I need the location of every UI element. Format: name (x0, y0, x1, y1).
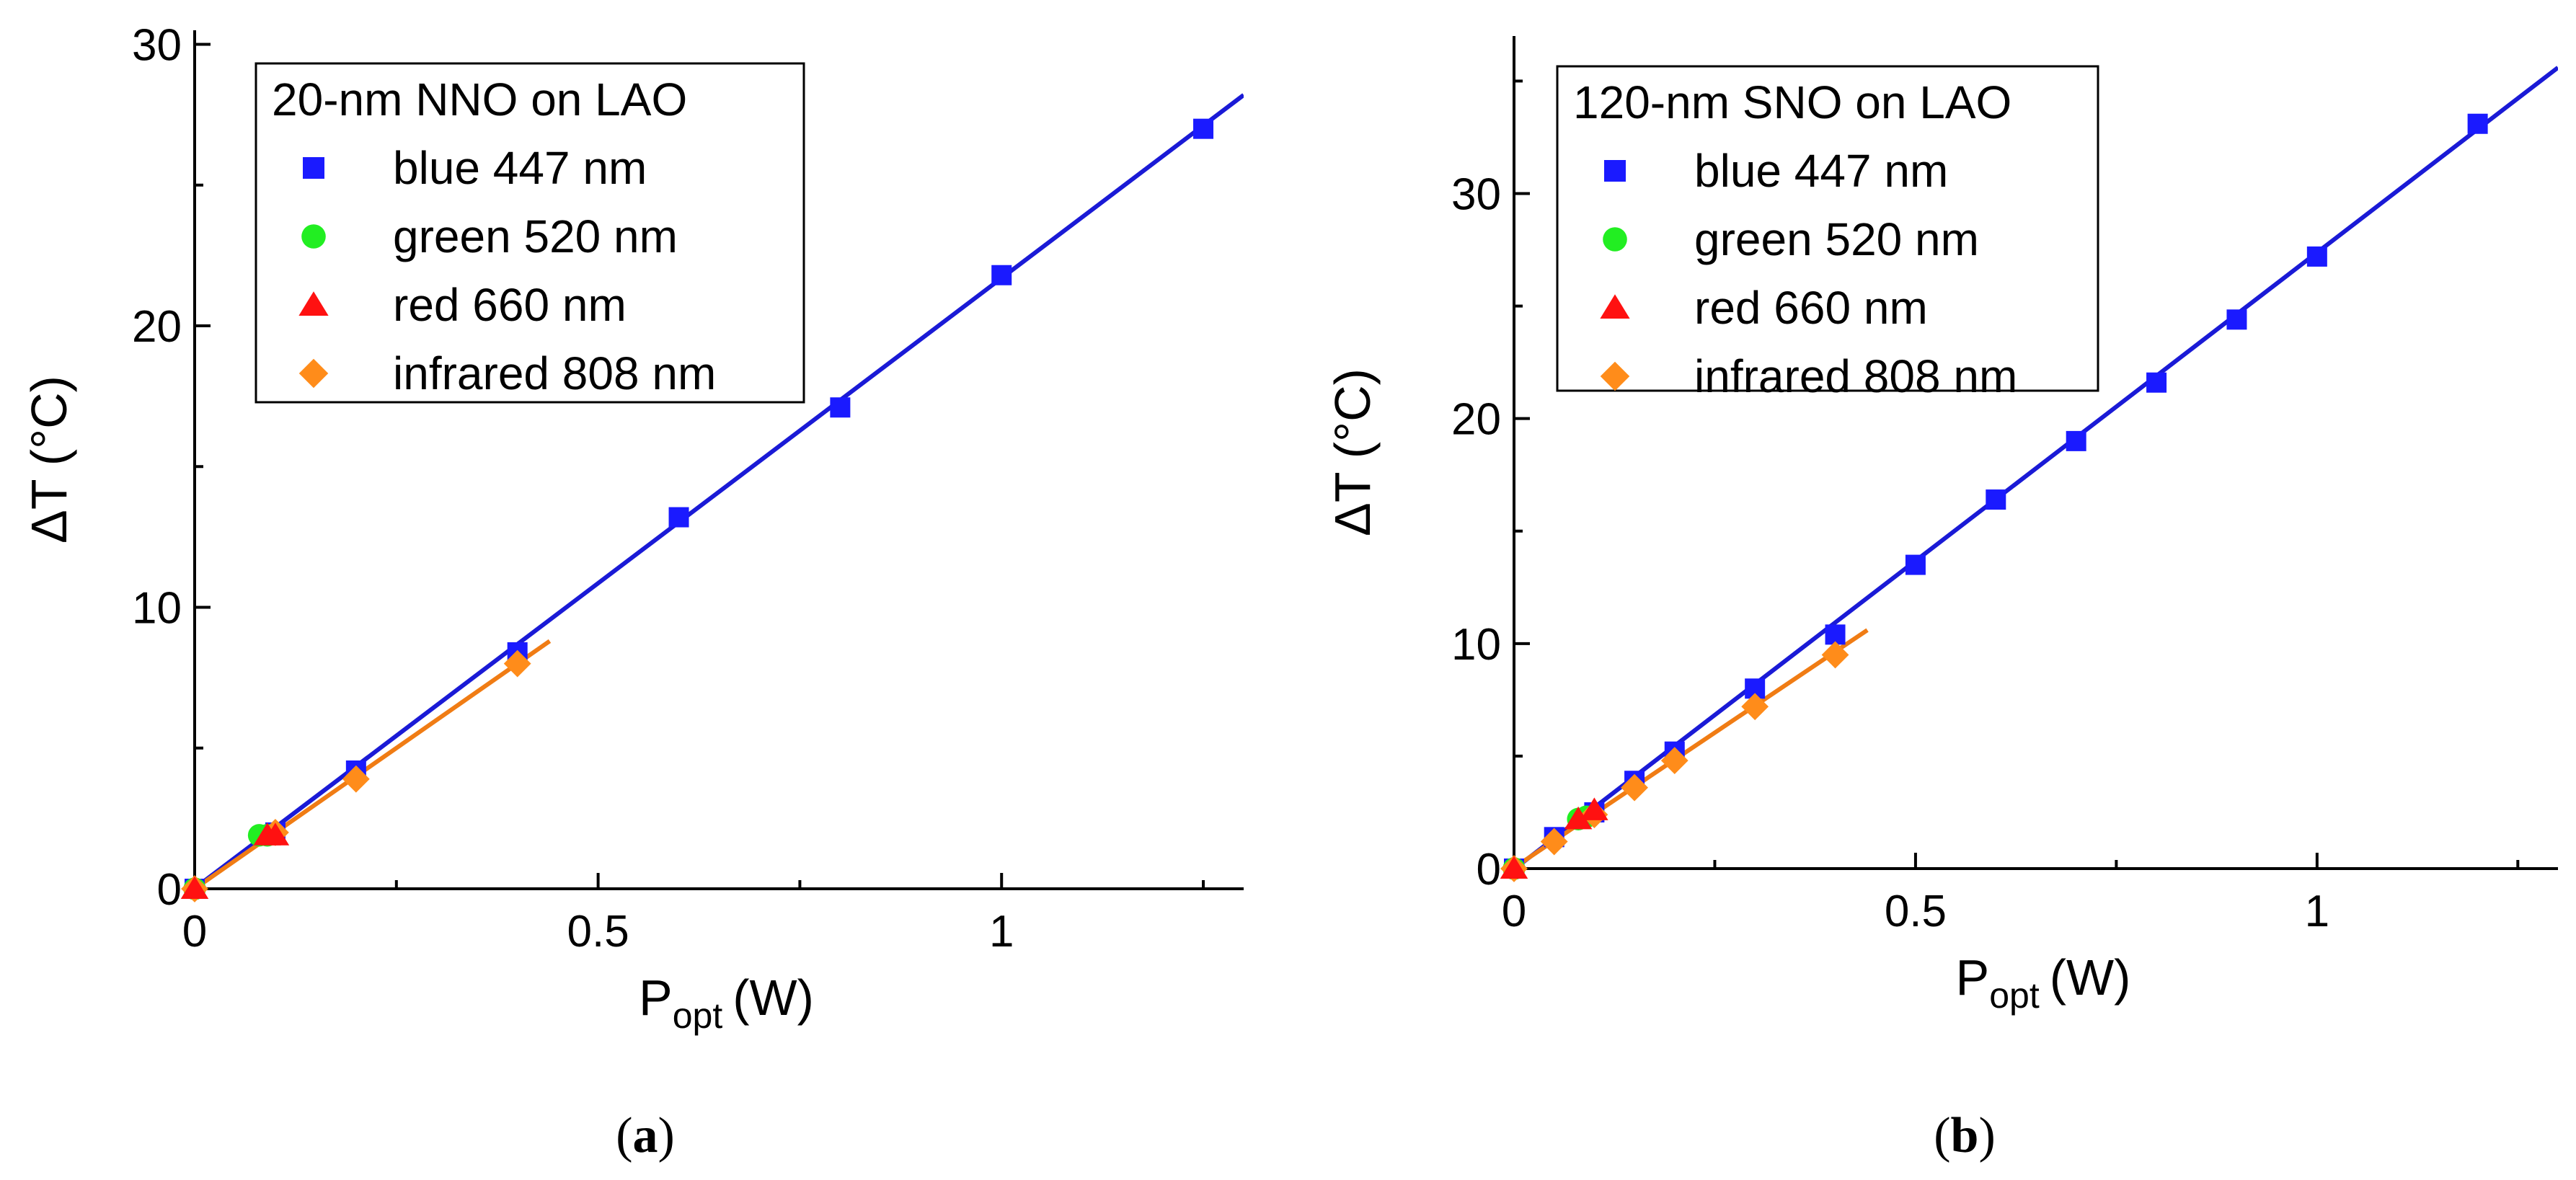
x-tick-label: 1 (2305, 887, 2329, 936)
legend-marker-triangle (1600, 294, 1630, 319)
data-point-triangle (1500, 856, 1528, 879)
legend-marker-diamond (1600, 361, 1630, 391)
x-axis-label-unit: (W) (2050, 949, 2131, 1006)
data-point-diamond (503, 649, 531, 678)
y-tick-label: 10 (132, 584, 182, 634)
legend-marker-square (303, 157, 324, 179)
y-tick-label: 10 (1451, 620, 1501, 670)
data-point-triangle (1564, 806, 1593, 830)
data-point-square (2226, 309, 2247, 330)
data-point-diamond (1660, 747, 1688, 775)
x-tick-label: 0.5 (1885, 887, 1947, 936)
data-point-triangle (180, 876, 209, 899)
x-axis-label: Popt (W) (639, 970, 814, 1036)
legend-title: 120-nm SNO on LAO (1573, 76, 2011, 128)
legend-label: blue 447 nm (1694, 145, 1948, 197)
legend-label: red 660 nm (1694, 282, 1928, 334)
y-tick-label: 20 (1451, 395, 1501, 445)
data-point-square (1193, 118, 1214, 139)
data-point-diamond (1540, 828, 1568, 856)
caption-open: ( (1934, 1108, 1950, 1163)
x-tick-label: 0 (182, 907, 207, 957)
legend-title: 20-nm NNO on LAO (272, 74, 687, 125)
caption-close: ) (1978, 1108, 1995, 1163)
caption-letter: a (633, 1108, 658, 1163)
x-tick-label: 0.5 (567, 907, 629, 957)
legend-label: infrared 808 nm (393, 347, 716, 399)
legend-marker-triangle (298, 291, 329, 316)
y-axis-label: ΔT (°C) (1324, 368, 1381, 536)
data-layer (180, 93, 1244, 902)
data-layer (1500, 66, 2558, 882)
legend-label: green 520 nm (393, 210, 678, 262)
legend-box (254, 62, 805, 404)
legend-marker-diamond (298, 358, 329, 389)
x-axis-label-main: P (639, 970, 673, 1026)
caption-open: ( (616, 1108, 632, 1163)
legend-label: infrared 808 nm (1694, 350, 2017, 402)
data-point-diamond (1621, 773, 1648, 802)
x-axis-label-sub: opt (1989, 975, 2040, 1016)
x-axis-label-main: P (1956, 949, 1990, 1006)
blue-fit-line (1505, 66, 2558, 877)
infrared-fit-line (1505, 628, 1869, 875)
data-point-square (830, 397, 851, 418)
y-tick-label: 30 (132, 21, 182, 71)
panel-caption: (a) (616, 1108, 675, 1163)
legend-label: red 660 nm (393, 279, 627, 331)
x-axis-label-sub: opt (673, 995, 723, 1036)
legend-marker-circle (1603, 227, 1627, 252)
legend-label: green 520 nm (1694, 213, 1979, 265)
legend-marker-circle (301, 224, 326, 249)
caption-letter: b (1951, 1108, 1979, 1163)
legend: 120-nm SNO on LAO blue 447 nm green 520 nm… (1556, 65, 2099, 402)
legend-box (1556, 65, 2099, 392)
data-point-diamond (1821, 641, 1849, 669)
y-tick-label: 0 (1477, 845, 1501, 895)
data-point-diamond (1741, 693, 1769, 721)
data-point-triangle (261, 822, 290, 846)
data-point-square (1986, 489, 2006, 510)
caption-close: ) (658, 1108, 675, 1163)
panel-caption: (b) (1934, 1108, 1996, 1163)
data-point-diamond (342, 765, 370, 793)
data-point-square (2306, 246, 2327, 267)
chart-panel-b: 0 10 20 30 0 0.5 1 ΔT (°C) Popt (W) 120-nm SNO on … (1324, 36, 2558, 1163)
y-tick-label: 20 (132, 302, 182, 352)
data-point-square (2066, 430, 2086, 451)
y-tick-label: 30 (1451, 170, 1501, 220)
y-tick-label: 0 (157, 865, 182, 915)
legend-marker-square (1604, 160, 1626, 182)
chart-panel-a: 0 10 20 30 0 0.5 1 ΔT (°C) Popt (W) 20-nm NNO on L… (21, 21, 1244, 1163)
x-tick-label: 0 (1502, 887, 1526, 936)
data-point-square (2467, 113, 2488, 134)
y-axis-label: ΔT (°C) (21, 376, 77, 544)
x-axis-label-unit: (W) (732, 970, 814, 1026)
data-point-square (991, 265, 1012, 285)
legend-label: blue 447 nm (393, 142, 647, 194)
data-point-square (1905, 554, 1926, 575)
data-point-triangle (1580, 797, 1608, 820)
x-axis-label: Popt (W) (1956, 949, 2131, 1016)
data-point-square (668, 507, 689, 528)
x-tick-label: 1 (989, 907, 1014, 957)
data-point-square (2146, 372, 2167, 393)
legend: 20-nm NNO on LAO blue 447 nm green 520 nm r… (254, 62, 805, 404)
infrared-fit-line (185, 639, 552, 897)
